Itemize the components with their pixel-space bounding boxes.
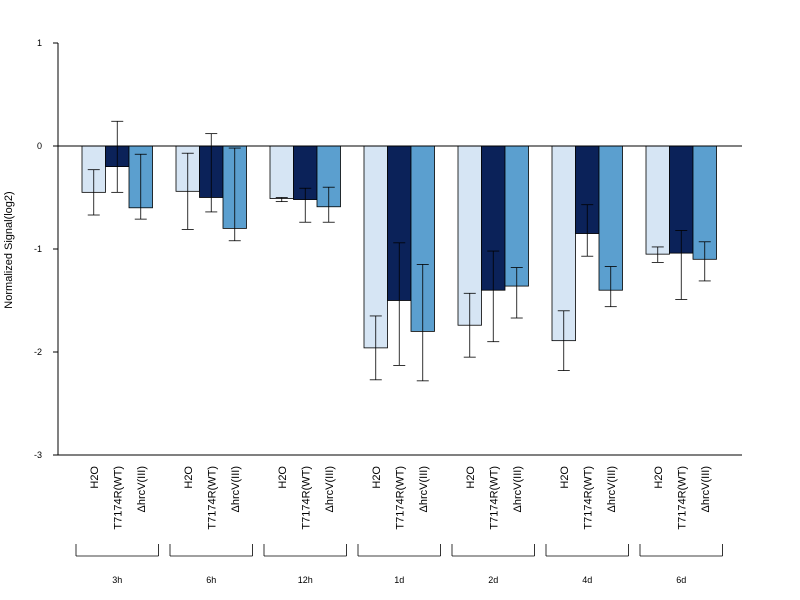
category-label: T7174R(WT) — [206, 466, 218, 530]
y-axis: 1 0 -1 -2 -3 — [34, 38, 59, 460]
group-label: 12h — [298, 575, 313, 585]
group-label: 3h — [112, 575, 122, 585]
category-label: H2O — [465, 466, 477, 489]
group-label: 4d — [582, 575, 592, 585]
category-label: H2O — [371, 466, 383, 489]
category-label: H2O — [89, 466, 101, 489]
category-label: H2O — [183, 466, 195, 489]
bar — [645, 145, 670, 255]
bars-layer — [81, 145, 717, 349]
y-tick-label: 0 — [37, 141, 42, 151]
y-axis-label: Normalized Signal(log2) — [3, 191, 15, 308]
category-label: ΔhrcV(III) — [700, 466, 712, 512]
y-tick-label: -1 — [34, 244, 42, 254]
category-label: H2O — [653, 466, 665, 489]
group-brackets: 3h 6h 12h 1d 2d 4d 6d — [75, 544, 723, 585]
category-label: ΔhrcV(III) — [230, 466, 242, 512]
group-label: 2d — [488, 575, 498, 585]
category-label: T7174R(WT) — [676, 466, 688, 530]
category-labels: H2O T7174R(WT) ΔhrcV(III) H2O T7174R(WT) Δhrc… — [89, 466, 712, 530]
category-label: ΔhrcV(III) — [324, 466, 336, 512]
category-label: T7174R(WT) — [112, 466, 124, 530]
y-tick-label: -3 — [34, 450, 42, 460]
category-label: T7174R(WT) — [582, 466, 594, 530]
category-label: ΔhrcV(III) — [136, 466, 148, 512]
category-label: T7174R(WT) — [300, 466, 312, 530]
group-label: 6d — [676, 575, 686, 585]
bar — [504, 145, 529, 287]
category-label: ΔhrcV(III) — [512, 466, 524, 512]
group-label: 1d — [394, 575, 404, 585]
y-tick-label: -2 — [34, 347, 42, 357]
error-bars-layer — [87, 120, 711, 382]
category-label: H2O — [277, 466, 289, 489]
y-tick-label: 1 — [37, 38, 42, 48]
category-label: T7174R(WT) — [488, 466, 500, 530]
bar — [269, 145, 294, 199]
category-label: ΔhrcV(III) — [418, 466, 430, 512]
category-label: ΔhrcV(III) — [606, 466, 618, 512]
group-label: 6h — [206, 575, 216, 585]
category-label: H2O — [559, 466, 571, 489]
category-label: T7174R(WT) — [394, 466, 406, 530]
